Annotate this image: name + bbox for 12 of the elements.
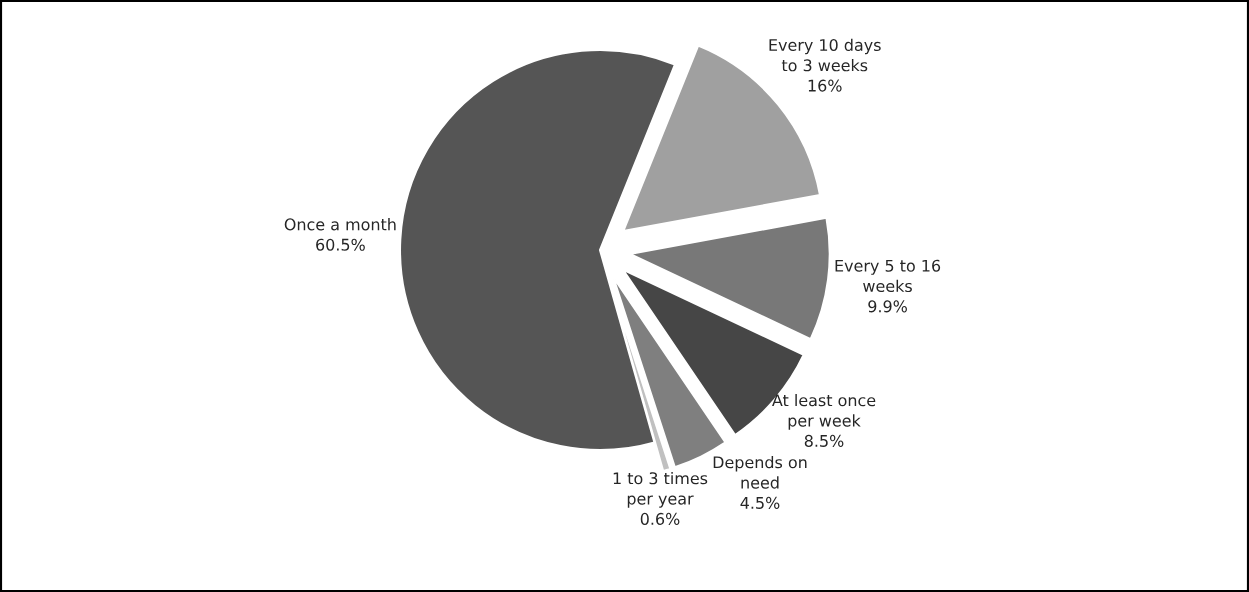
- slice-label: 1 to 3 times per year: [613, 471, 708, 508]
- slice-label: Depends on need: [713, 455, 807, 489]
- data-label: 16%: [808, 79, 842, 92]
- data-label: 0.6%: [640, 512, 680, 525]
- slice-label: Every 10 days to 3 weeks: [769, 38, 881, 72]
- slice-label: Once a month: [284, 218, 396, 231]
- data-label: 60.5%: [316, 238, 365, 251]
- slice-label: Every 5 to 16 weeks: [835, 259, 941, 293]
- slice-label: At least once per week: [772, 393, 876, 430]
- data-label: 4.5%: [740, 496, 780, 509]
- data-label: 9.9%: [868, 300, 907, 313]
- data-label: 8.5%: [804, 434, 844, 447]
